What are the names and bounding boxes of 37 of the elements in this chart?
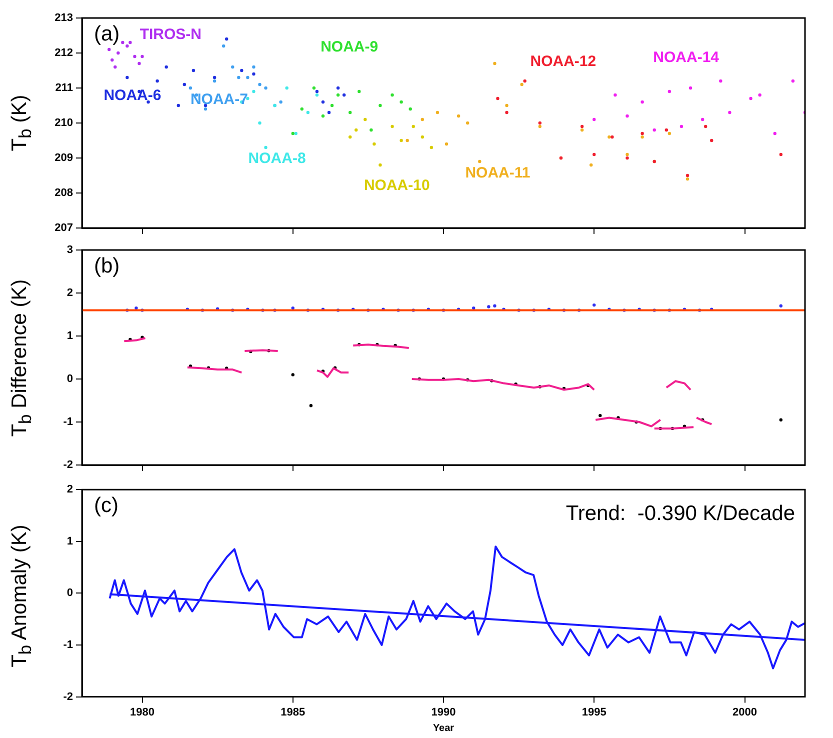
series-label: NOAA-12 — [530, 53, 596, 70]
y-tick-label: -2 — [63, 690, 73, 703]
y-tick-label: 1 — [66, 535, 73, 548]
annotation: Trend: -0.390 K/Decade — [566, 502, 795, 525]
y-tick-label: 3 — [66, 244, 73, 256]
annotation: (a) — [94, 22, 120, 46]
y-tick-label: 207 — [54, 222, 73, 234]
series-label: NOAA-6 — [104, 86, 162, 104]
x-tick-label: 1980 — [130, 706, 154, 718]
y-tick-label: 0 — [66, 373, 73, 386]
y-tick-label: 212 — [54, 47, 73, 60]
x-tick-label: 1990 — [431, 706, 456, 718]
annotation: (b) — [94, 254, 120, 278]
y-tick-label: 2 — [66, 484, 73, 496]
annotation: (c) — [94, 494, 118, 517]
series-label: NOAA-14 — [653, 49, 720, 66]
series-label: NOAA-7 — [190, 91, 248, 108]
y-tick-label: -1 — [63, 639, 73, 652]
y-tick-label: -2 — [63, 459, 73, 472]
series-label: NOAA-8 — [248, 150, 306, 167]
x-axis-title: Year — [432, 722, 454, 734]
y-tick-label: 209 — [54, 152, 73, 164]
series-label: NOAA-10 — [364, 177, 430, 194]
y-tick-label: 213 — [54, 12, 73, 24]
y-tick-label: 2 — [66, 287, 73, 300]
x-tick-label: 1985 — [280, 706, 306, 718]
y-tick-label: -1 — [63, 416, 73, 428]
series-label: NOAA-11 — [465, 164, 530, 182]
y-tick-label: 0 — [66, 587, 73, 600]
text: NOAA-9 — [320, 38, 378, 56]
y-tick-label: 1 — [66, 330, 73, 342]
series-label: TIROS-N — [140, 26, 202, 43]
x-tick-label: 2000 — [732, 706, 757, 718]
y-tick-label: 211 — [55, 82, 73, 94]
y-tick-label: 210 — [54, 117, 73, 130]
y-tick-label: 208 — [54, 187, 73, 200]
x-tick-label: 1995 — [582, 706, 606, 718]
